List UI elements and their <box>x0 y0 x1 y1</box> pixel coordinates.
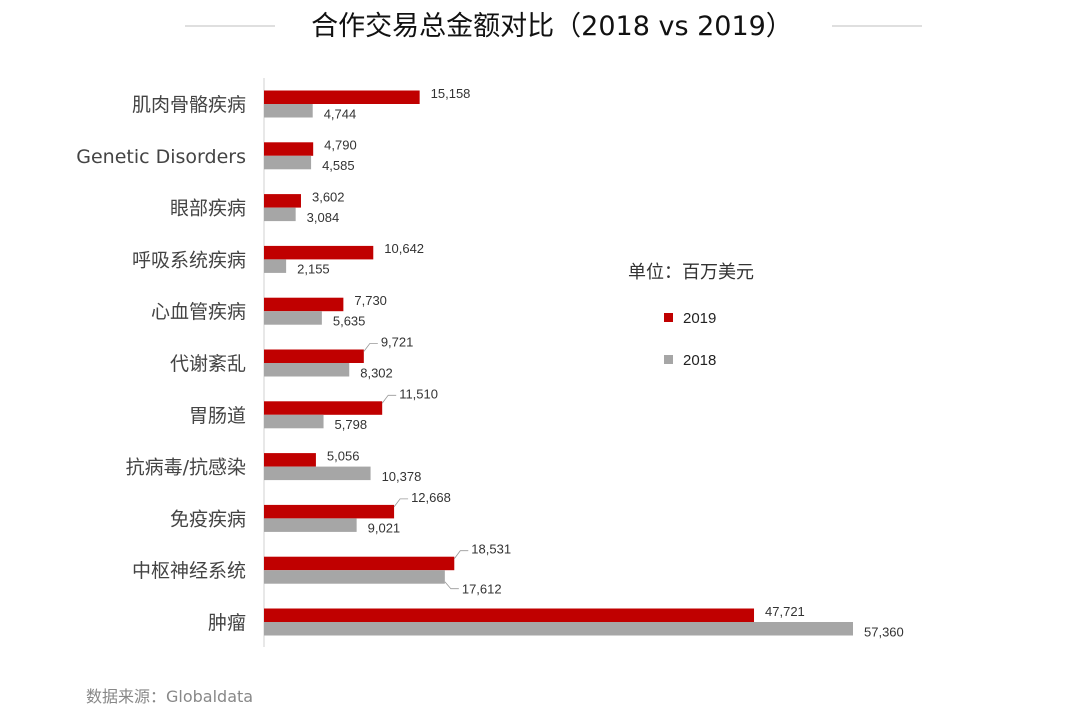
value-label-2019: 5,056 <box>327 448 360 463</box>
category-label: 肿瘤 <box>208 612 246 634</box>
bar-2018 <box>264 311 322 325</box>
bar-2018 <box>264 466 371 481</box>
bar-2018 <box>264 155 312 170</box>
value-label-2018: 8,302 <box>360 365 393 380</box>
bar-2019 <box>264 142 314 156</box>
value-label-2018: 9,021 <box>368 521 401 536</box>
legend-label-2018: 2018 <box>683 352 716 369</box>
value-label-2018: 5,798 <box>335 417 368 432</box>
value-label-2019: 3,602 <box>312 189 345 204</box>
label-leader <box>381 394 397 404</box>
category-label: 眼部疾病 <box>170 198 246 220</box>
bar-2018 <box>264 518 357 532</box>
bar-2018 <box>264 570 445 584</box>
bar-2019 <box>264 349 364 363</box>
value-label-2019: 10,642 <box>384 241 424 256</box>
legend-label-2019: 2019 <box>683 310 716 327</box>
value-label-2018: 10,378 <box>382 469 422 484</box>
label-leader <box>444 581 459 590</box>
category-label: 心血管疾病 <box>151 301 246 323</box>
category-label: 代谢紊乱 <box>170 353 246 375</box>
value-label-2018: 3,084 <box>307 210 340 225</box>
category-label: 胃肠道 <box>189 405 246 427</box>
bar-2019 <box>264 401 383 415</box>
bar-2019 <box>264 608 755 622</box>
value-label-2019: 15,158 <box>431 86 471 101</box>
bar-2019 <box>264 453 316 467</box>
value-label-2018: 5,635 <box>333 313 366 328</box>
category-label: 肌肉骨骼疾病 <box>132 94 246 116</box>
legend-swatch-2019 <box>664 313 673 322</box>
bar-2019 <box>264 90 420 104</box>
bar-2018 <box>264 104 313 118</box>
value-label-2019: 47,721 <box>765 604 805 619</box>
value-label-2019: 4,790 <box>324 138 357 153</box>
value-label-2018: 17,612 <box>462 582 502 597</box>
value-label-2019: 9,721 <box>381 335 414 350</box>
value-label-2018: 2,155 <box>297 262 330 277</box>
legend-swatch-2018 <box>664 355 673 364</box>
value-label-2019: 11,510 <box>399 386 438 401</box>
bar-2019 <box>264 556 455 571</box>
value-label-2018: 57,360 <box>864 624 904 639</box>
bar-2019 <box>264 297 344 312</box>
bar-2019 <box>264 245 374 260</box>
bar-2018 <box>264 622 853 636</box>
label-leader <box>363 343 378 352</box>
category-label: Genetic Disorders <box>76 146 246 168</box>
category-label: 呼吸系统疾病 <box>132 249 246 271</box>
unit-label: 单位：百万美元 <box>628 262 754 283</box>
bar-2018 <box>264 259 287 273</box>
label-leader <box>393 498 409 508</box>
category-label: 免疫疾病 <box>170 508 246 530</box>
bar-2019 <box>264 504 395 519</box>
bar-2018 <box>264 207 296 222</box>
value-label-2019: 7,730 <box>354 293 387 308</box>
label-leader <box>453 550 469 559</box>
bars-layer: 肌肉骨骼疾病 15,158 4,744 Genetic Disorders 4,790 4… <box>76 86 904 640</box>
category-label: 抗病毒/抗感染 <box>126 457 246 479</box>
value-label-2019: 12,668 <box>411 490 451 505</box>
source-note: 数据来源：Globaldata <box>86 687 253 706</box>
value-label-2018: 4,585 <box>322 158 355 173</box>
value-label-2019: 18,531 <box>471 542 511 557</box>
bar-2019 <box>264 194 301 208</box>
category-label: 中枢神经系统 <box>132 560 246 582</box>
bar-2018 <box>264 414 324 429</box>
chart-title: 合作交易总金额对比（2018 vs 2019） <box>311 11 793 42</box>
value-label-2018: 4,744 <box>324 106 357 121</box>
bar-2018 <box>264 363 350 377</box>
